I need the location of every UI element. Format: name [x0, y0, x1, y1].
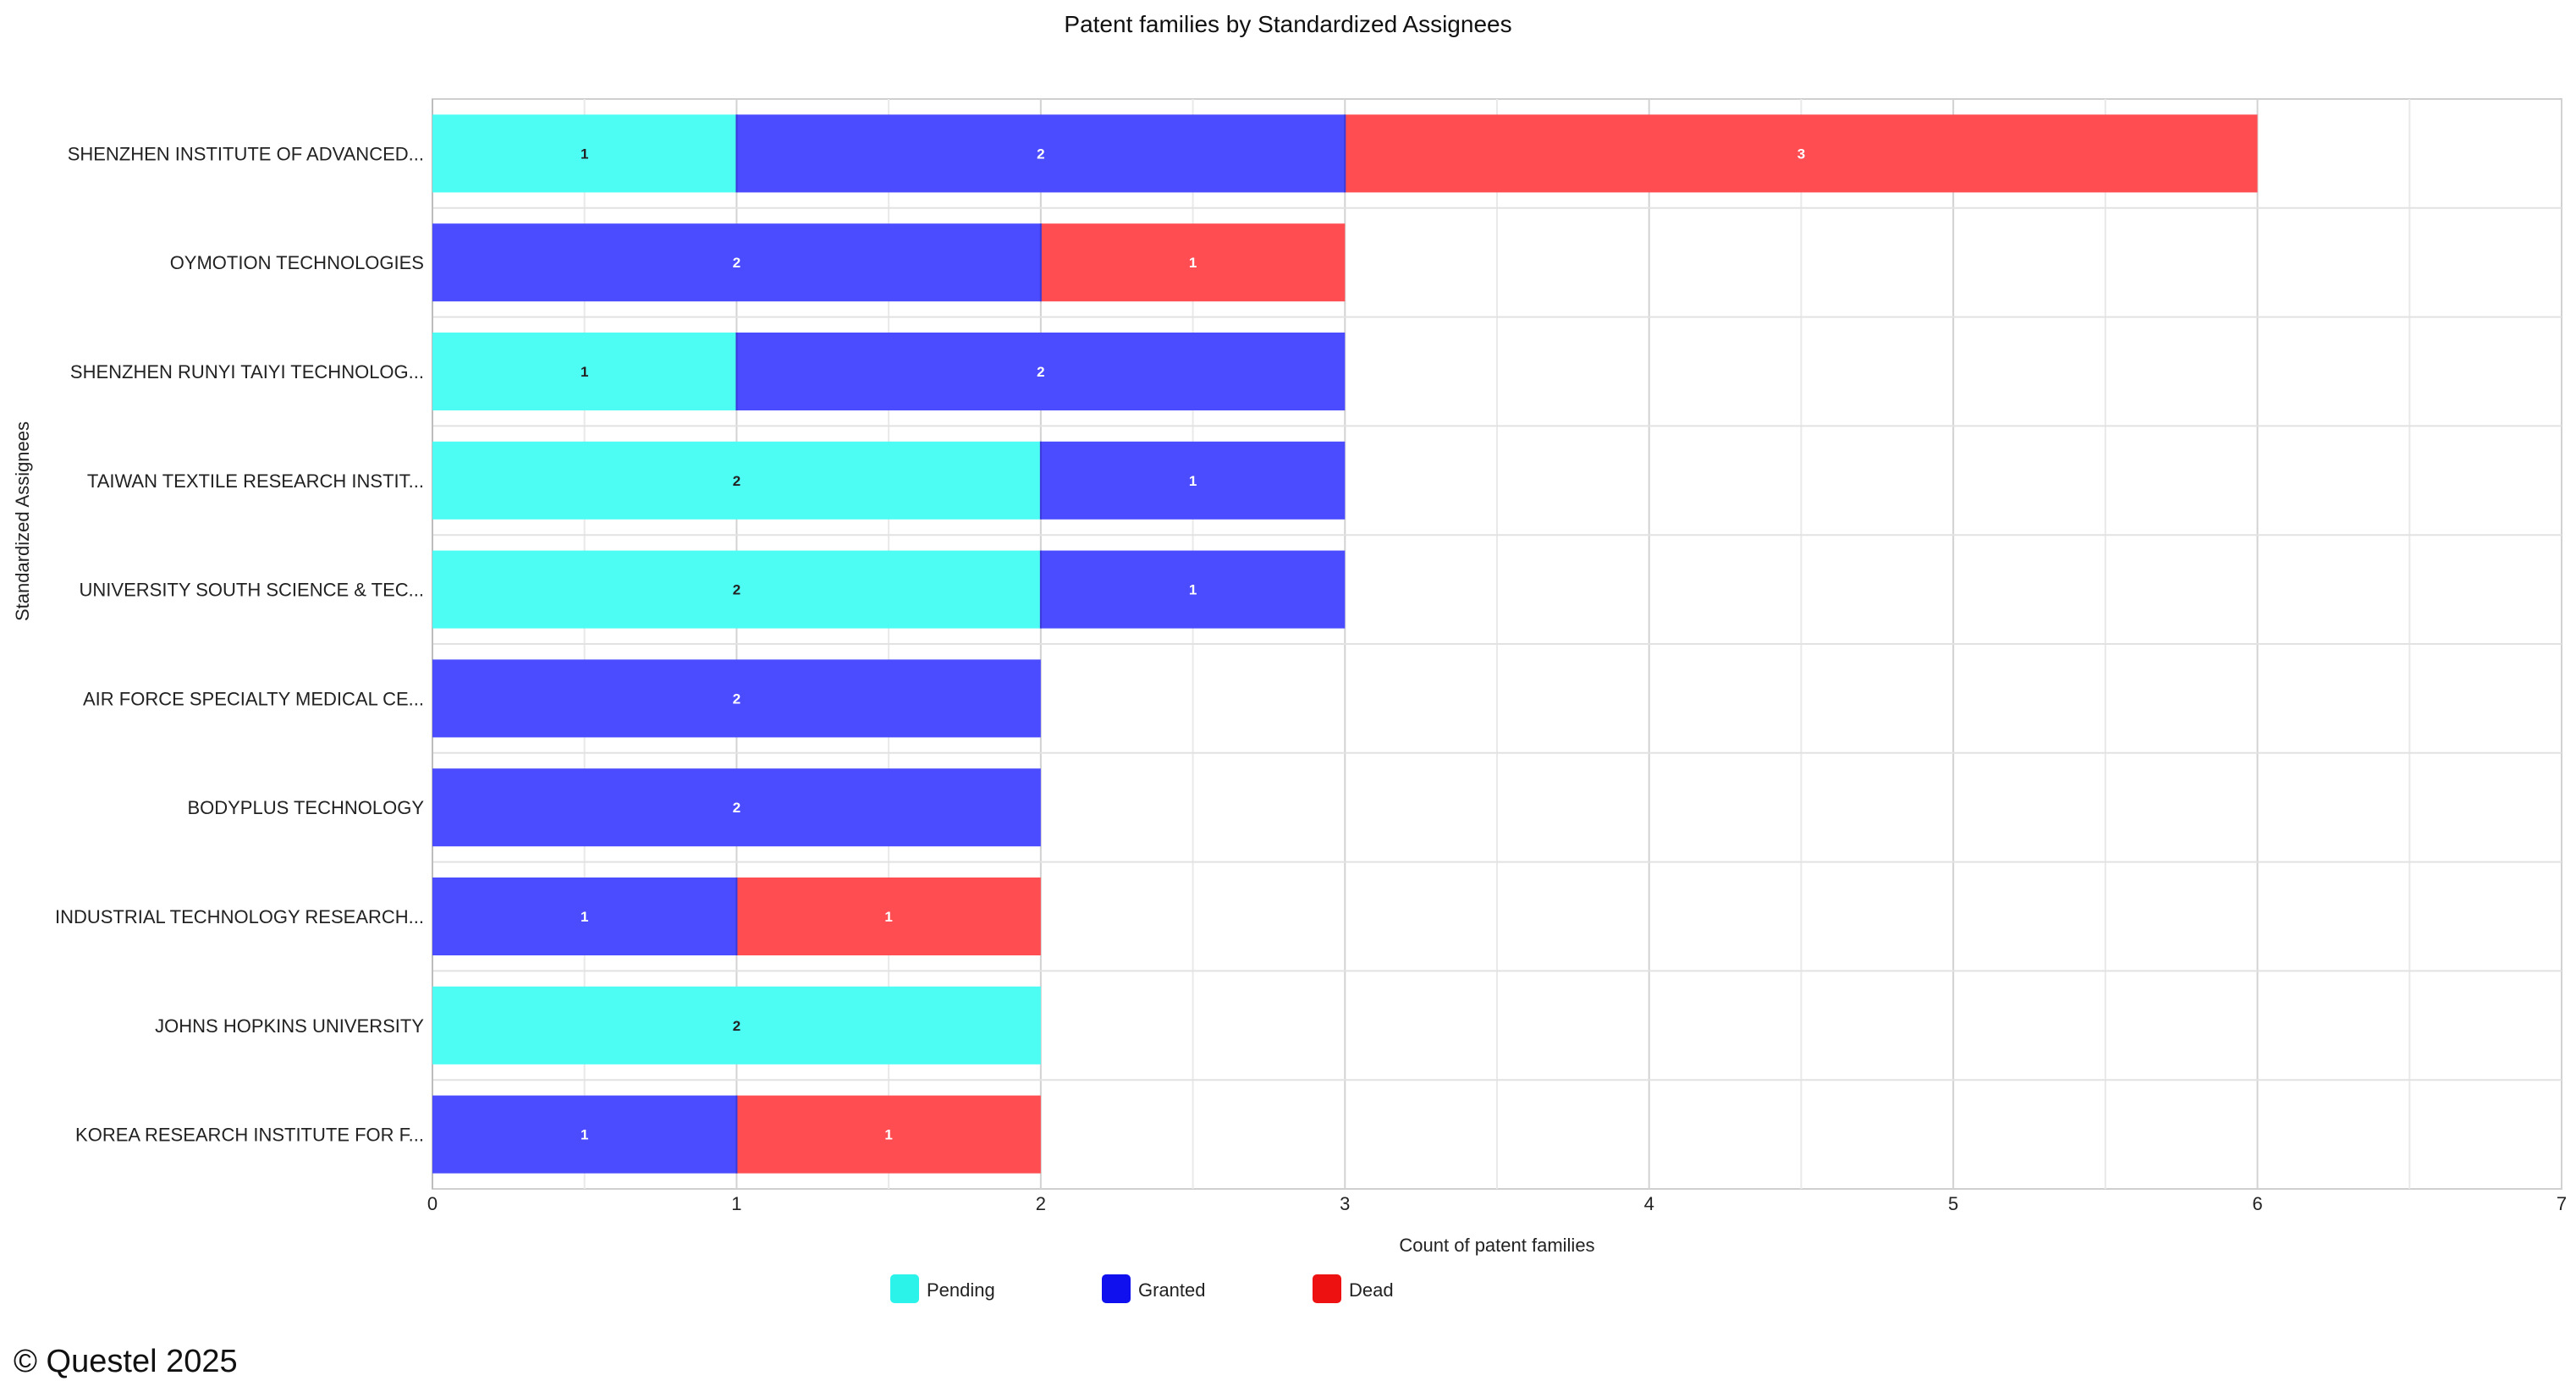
bar-dead[interactable] [736, 1095, 1041, 1174]
bar-value-label-granted: 1 [581, 909, 588, 925]
bar-value-label-granted: 2 [733, 690, 740, 707]
bar-value-label-dead: 3 [1797, 146, 1805, 162]
legend-swatch-dead [1313, 1274, 1341, 1303]
bar-dead[interactable] [1040, 223, 1346, 302]
bar-value-label-dead: 1 [884, 909, 892, 925]
bar-granted[interactable] [432, 1095, 737, 1174]
bar-pending[interactable] [432, 441, 1041, 520]
bar-value-label-granted: 1 [581, 1127, 588, 1143]
x-axis-label: Count of patent families [1399, 1235, 1594, 1256]
x-tick-label: 4 [1644, 1193, 1654, 1214]
bar-pending[interactable] [432, 333, 737, 410]
bar-value-label-granted: 2 [1037, 146, 1044, 162]
legend-swatch-pending [890, 1274, 919, 1303]
bar-granted[interactable] [432, 878, 737, 955]
y-category-label: AIR FORCE SPECIALTY MEDICAL CE... [83, 688, 424, 709]
x-axis-ticks: 0 1 2 3 4 5 6 7 [427, 1193, 2567, 1214]
bar-granted[interactable] [432, 768, 1041, 847]
bar-pending[interactable] [432, 114, 737, 193]
bar-value-label-dead: 1 [884, 1127, 892, 1143]
x-tick-label: 0 [427, 1193, 438, 1214]
copyright-notice: © Questel 2025 [14, 1344, 238, 1379]
bar-pending[interactable] [432, 986, 1041, 1065]
bar-value-label-dead: 1 [1189, 255, 1197, 271]
x-tick-label: 7 [2557, 1193, 2567, 1214]
bar-value-label-granted: 2 [1037, 364, 1044, 380]
bar-dead[interactable] [1345, 114, 2258, 193]
bar-granted[interactable] [736, 333, 1346, 410]
x-tick-label: 6 [2252, 1193, 2262, 1214]
y-axis-categories: SHENZHEN INSTITUTE OF ADVANCED... OYMOTIO… [55, 143, 424, 1145]
bar-value-label-granted: 1 [1189, 582, 1197, 598]
bar-value-label-granted: 1 [1189, 473, 1197, 489]
y-category-label: INDUSTRIAL TECHNOLOGY RESEARCH... [55, 906, 424, 927]
y-category-label: KOREA RESEARCH INSTITUTE FOR F... [75, 1125, 424, 1146]
bar-value-label-pending: 1 [581, 146, 588, 162]
bar-pending[interactable] [432, 550, 1041, 629]
bar-value-label-pending: 1 [581, 364, 588, 380]
x-tick-label: 3 [1340, 1193, 1350, 1214]
bar-value-label-granted: 2 [733, 800, 740, 816]
bar-value-label-granted: 2 [733, 255, 740, 271]
y-category-label: UNIVERSITY SOUTH SCIENCE & TEC... [80, 580, 424, 601]
x-tick-label: 1 [731, 1193, 741, 1214]
y-category-label: TAIWAN TEXTILE RESEARCH INSTIT... [87, 470, 424, 492]
y-category-label: OYMOTION TECHNOLOGIES [170, 252, 424, 273]
x-tick-label: 2 [1036, 1193, 1046, 1214]
legend-item-pending[interactable]: Pending [890, 1274, 995, 1303]
legend-item-granted[interactable]: Granted [1102, 1274, 1206, 1303]
legend-item-dead[interactable]: Dead [1313, 1274, 1394, 1303]
legend-label-granted: Granted [1138, 1279, 1206, 1301]
legend: Pending Granted Dead [890, 1274, 1394, 1303]
bar-granted[interactable] [1040, 550, 1346, 629]
bar-granted[interactable] [1040, 441, 1346, 520]
y-axis-label: Standardized Assignees [12, 421, 33, 621]
bar-granted[interactable] [432, 659, 1041, 738]
bar-granted[interactable] [736, 114, 1346, 193]
y-category-label: SHENZHEN RUNYI TAIYI TECHNOLOG... [70, 361, 424, 382]
bar-value-label-pending: 2 [733, 473, 740, 489]
bar-dead[interactable] [736, 878, 1041, 955]
chart-title: Patent families by Standardized Assignee… [1064, 11, 1511, 37]
y-category-label: BODYPLUS TECHNOLOGY [187, 797, 424, 818]
bar-value-label-pending: 2 [733, 582, 740, 598]
bar-value-label-pending: 2 [733, 1018, 740, 1034]
legend-swatch-granted [1102, 1274, 1131, 1303]
legend-label-dead: Dead [1349, 1279, 1394, 1301]
y-category-label: SHENZHEN INSTITUTE OF ADVANCED... [68, 143, 424, 164]
x-tick-label: 5 [1948, 1193, 1958, 1214]
legend-label-pending: Pending [927, 1279, 995, 1301]
bar-granted[interactable] [432, 223, 1041, 302]
bars: 1 2 3 2 1 1 2 2 1 2 1 2 2 1 1 2 1 1 [432, 114, 2258, 1174]
y-category-label: JOHNS HOPKINS UNIVERSITY [155, 1015, 424, 1037]
